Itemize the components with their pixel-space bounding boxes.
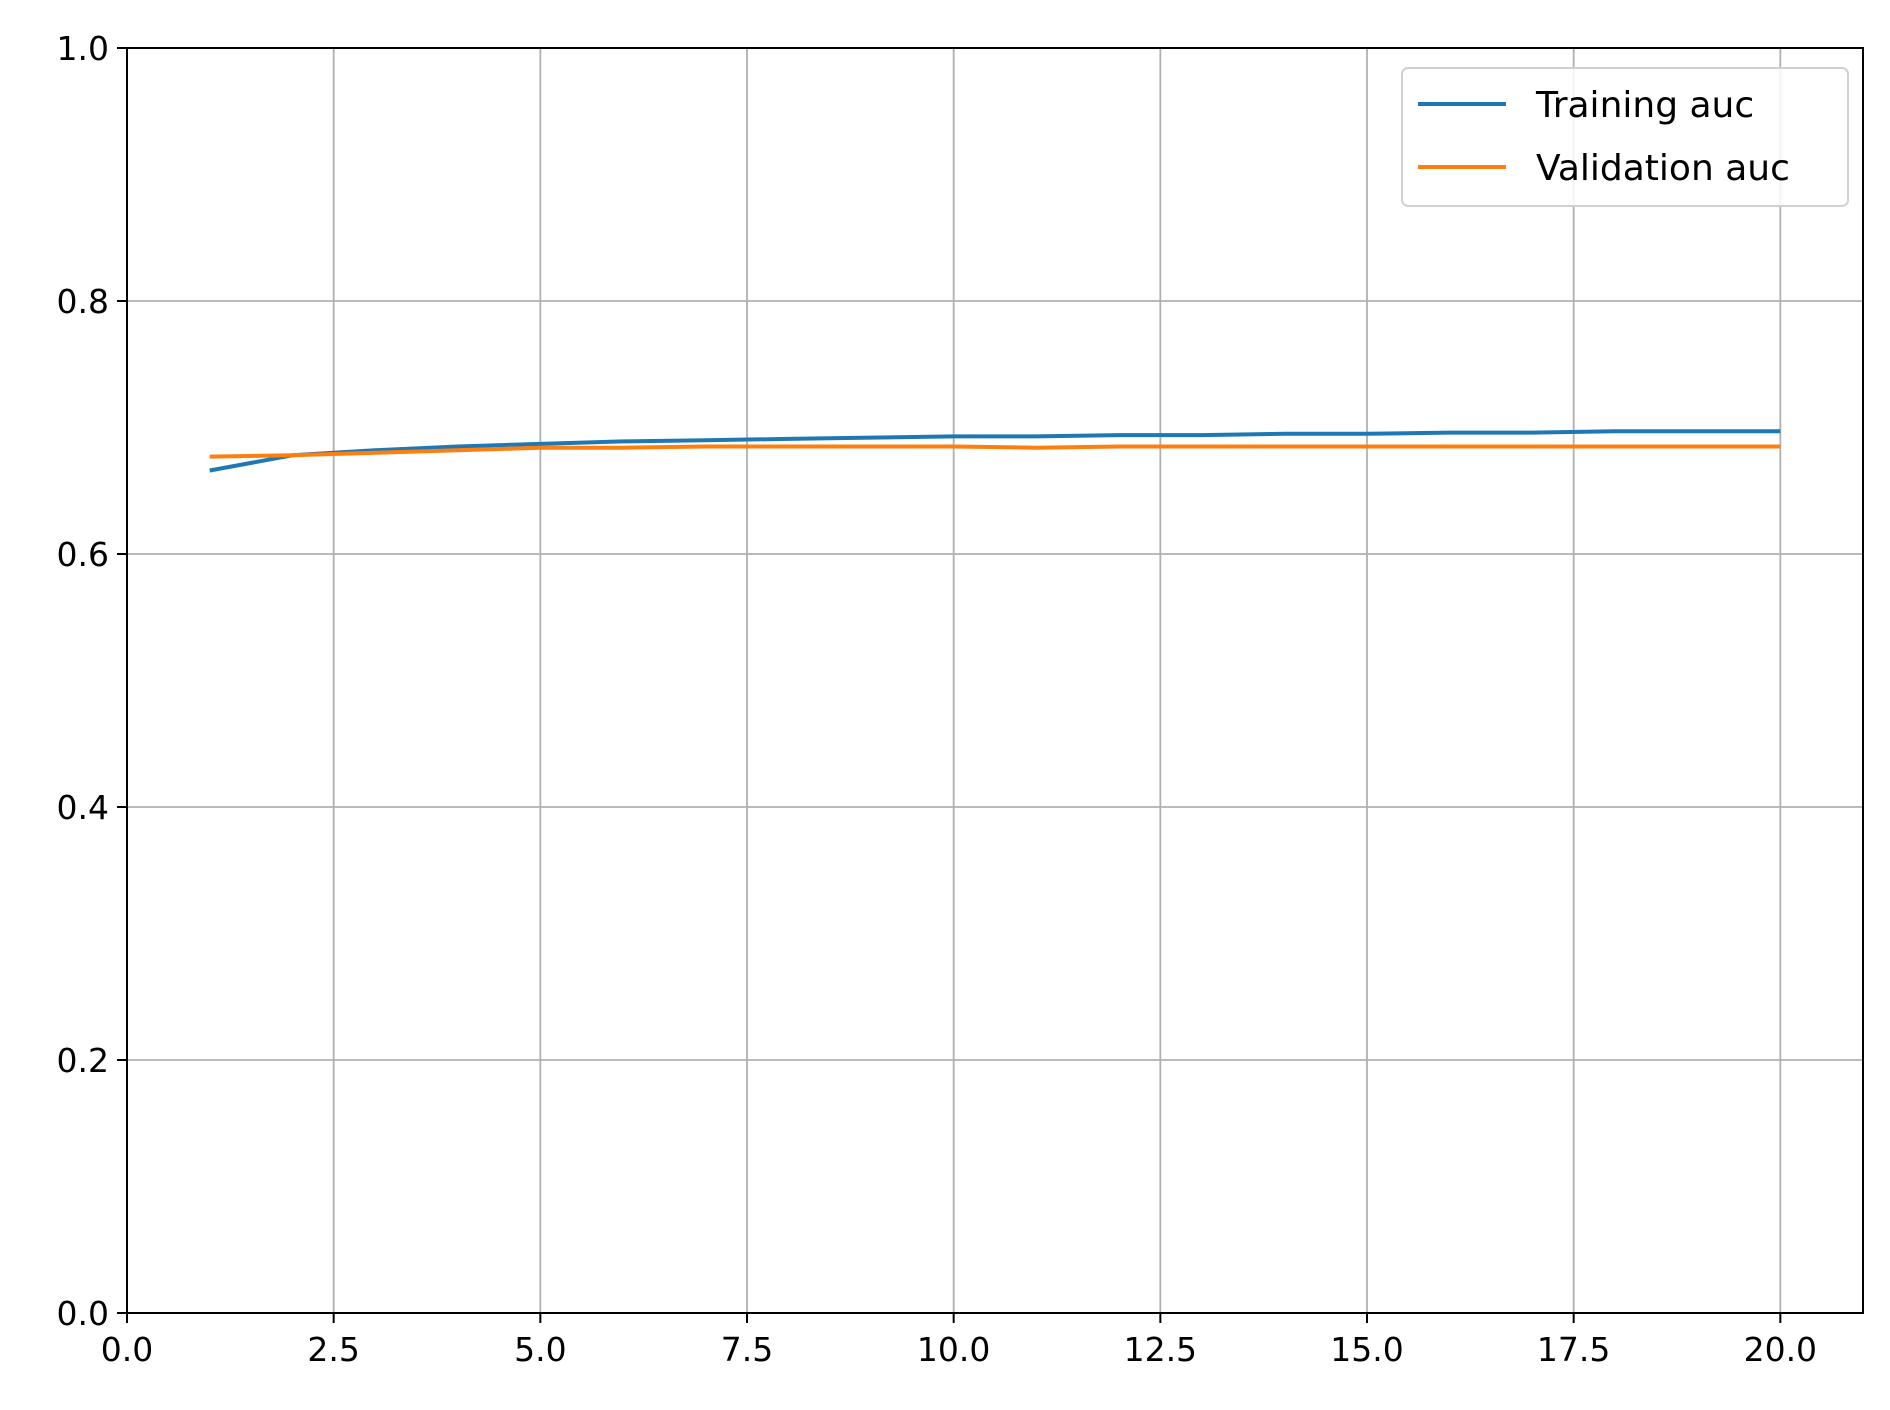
y-tick-label: 0.4: [57, 788, 109, 827]
series-line-validation-auc: [209, 444, 1781, 459]
legend-label: Training auc: [1535, 85, 1754, 126]
legend-label: Validation auc: [1536, 148, 1790, 189]
y-tick-label: 0.2: [57, 1041, 109, 1080]
x-tick-label: 2.5: [307, 1330, 359, 1369]
series-line-training-auc: [209, 429, 1781, 473]
y-tick-label: 0.6: [57, 535, 109, 574]
plot-frame: [126, 47, 1864, 1314]
y-tick-label: 0.8: [57, 282, 109, 321]
y-tick-label: 1.0: [57, 29, 109, 68]
x-tick-label: 17.5: [1537, 1330, 1610, 1369]
x-tick-label: 12.5: [1124, 1330, 1197, 1369]
x-tick-label: 20.0: [1744, 1330, 1817, 1369]
series-layer: [209, 429, 1781, 473]
x-tick-label: 0.0: [101, 1330, 153, 1369]
x-tick-label: 15.0: [1330, 1330, 1403, 1369]
axes-layer: 0.0 2.5 5.0 7.5 10.0 12.5 15.0 17.5 20.0 0.0 0.2 0.…: [57, 29, 1864, 1369]
x-tick-label: 5.0: [514, 1330, 566, 1369]
legend: Training auc Validation auc: [1401, 67, 1849, 207]
legend-box: [1401, 67, 1849, 207]
grid-layer: [126, 47, 1863, 1314]
x-tick-label: 10.0: [917, 1330, 990, 1369]
x-tick-label: 7.5: [721, 1330, 773, 1369]
y-tick-label: 0.0: [57, 1294, 109, 1333]
